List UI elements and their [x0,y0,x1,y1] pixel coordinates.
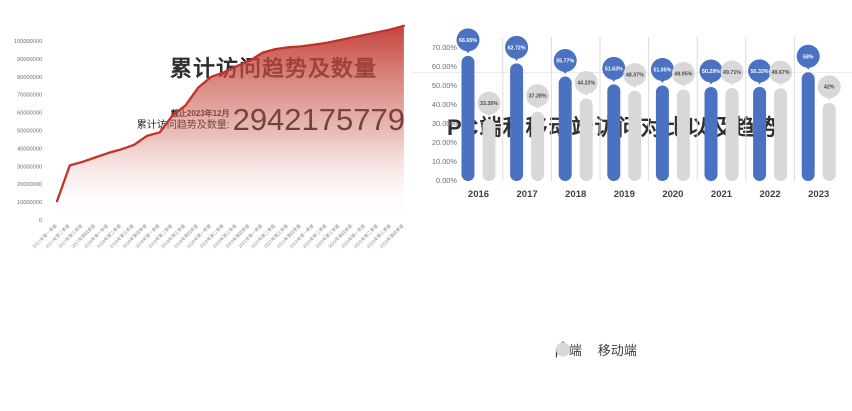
y-axis-label: 90000000 [17,57,42,63]
y-axis-label: 100000000 [14,39,42,45]
year-label: 2022 [760,189,781,200]
mobile-balloon [574,70,598,94]
pc-bar [510,63,524,181]
mobile-bar [822,102,836,181]
year-label: 2021 [711,189,733,200]
pc-balloon [602,56,626,80]
pc-balloon [456,28,480,52]
y-axis-label: 40000000 [17,146,42,152]
pc-mobile-bar-chart: 70.00% 60.00% 50.00% 40.00% 30.00% 20.00% 10.0… [432,28,841,200]
y-axis-label: 20000000 [17,182,42,188]
year-label: 2018 [565,189,586,200]
pc-bar [753,86,767,181]
mobile-bar [482,119,496,181]
mobile-bar [531,111,545,181]
pc-balloon [650,58,674,82]
mobile-bar [725,88,739,181]
y-axis-label: 40.00% [432,100,457,109]
mobile-balloon [769,60,793,84]
y-axis-label: 0 [39,218,42,224]
pc-bar [558,76,572,181]
y-axis-label: 0.00% [436,176,457,185]
pc-balloon [796,44,820,68]
balloon-value-label: 50.29% [702,69,720,75]
balloon-value-label: 33.35% [480,101,498,107]
legend-mobile-label: 移动端 [597,343,637,358]
balloon-value-label: 48.37% [626,73,644,79]
y-axis-label: 70000000 [17,93,42,99]
mobile-balloon [817,75,841,99]
mobile-balloon [477,91,501,115]
y-axis-label: 70.00% [432,43,457,52]
cumulative-visits-panel: 累计访问趋势及数量 截止2023年12月 累计访问趋势及数量: 29421757… [14,24,406,250]
y-axis-label: 10.00% [432,157,457,166]
pc-balloon [699,59,723,83]
year-label: 2017 [517,189,538,200]
area-fill [57,25,404,220]
mobile-balloon [720,60,744,84]
y-axis-label: 80000000 [17,75,42,81]
pc-bar [801,72,815,181]
balloon-value-label: 50.33% [751,69,769,75]
legend-item-mobile: 移动端 [556,340,637,359]
mobile-balloon [623,63,647,87]
balloon-value-label: 62.72% [508,45,526,51]
year-label: 2016 [468,189,489,200]
mobile-balloon [526,84,550,108]
year-label: 2020 [662,189,683,200]
pc-bar [704,86,718,181]
pc-balloon [748,59,772,83]
mobile-bar [579,98,593,181]
mobile-balloon [671,61,695,85]
y-axis-label: 50000000 [17,129,42,135]
balloon-value-label: 44.23% [577,80,595,86]
balloon-value-label: 55.77% [556,59,574,65]
balloon-value-label: 58% [803,54,814,60]
year-label: 2023 [808,189,829,200]
year-label: 2019 [614,189,635,200]
pc-bar [607,84,621,181]
mobile-bar [774,88,788,181]
cumulative-area-chart: 0 10000000 20000000 30000000 40000000 5000000… [14,24,406,250]
balloon-value-label: 37.28% [529,94,547,100]
balloon-value-label: 49.71% [723,70,741,76]
mobile-bar [676,89,690,181]
balloon-value-label: 66.65% [459,38,477,44]
y-axis-label: 30000000 [17,164,42,170]
chart-legend: pc端 移动端 [555,340,637,359]
pc-balloon [553,49,577,73]
pc-mobile-panel: PC端和移动端访问对比以及趋势 70.00%60.00%50.00%40.00%… [426,0,852,411]
pc-balloon [505,35,529,59]
balloon-value-label: 51.05% [653,68,671,74]
balloon-value-label: 42% [824,85,835,91]
balloon-value-label: 49.67% [772,70,790,76]
mobile-bar [628,90,642,181]
balloon-value-label: 51.63% [605,66,623,72]
pc-bar [461,55,475,181]
y-axis-label: 10000000 [17,200,42,206]
balloon-value-label: 48.95% [674,71,692,77]
pc-bar [655,85,669,181]
trend-line [55,24,406,203]
mobile-circle-icon [556,342,570,357]
y-axis-label: 50.00% [432,81,457,90]
y-axis-label: 30.00% [432,119,457,128]
y-axis-label: 20.00% [432,138,457,147]
y-axis-label: 60000000 [17,111,42,117]
y-axis-label: 60.00% [432,62,457,71]
